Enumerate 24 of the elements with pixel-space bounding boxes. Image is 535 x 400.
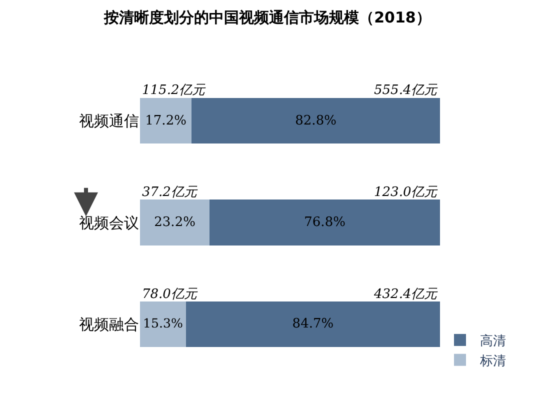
annotation: 115.2亿元 — [142, 83, 206, 98]
y-tick-label: 视频通信 — [79, 112, 139, 130]
annotation: 123.0亿元 — [374, 185, 438, 200]
y-tick-label: 视频会议 — [79, 214, 139, 232]
chart-title: 按清晰度划分的中国视频通信市场规模（2018） — [103, 8, 431, 26]
annotation: 37.2亿元 — [142, 185, 198, 200]
bar — [140, 200, 210, 246]
legend-label: 高清 — [480, 333, 506, 350]
annotation: 78.0亿元 — [142, 287, 198, 302]
annotation: 555.4亿元 — [374, 83, 438, 98]
y-tick-label: 视频融合 — [79, 315, 139, 334]
bar — [140, 301, 186, 348]
data-label: 15.3% — [143, 316, 183, 331]
legend-label: 标清 — [479, 354, 506, 369]
bar — [210, 200, 440, 246]
bar — [140, 98, 192, 144]
data-label: 17.2% — [145, 113, 186, 128]
data-label: 23.2% — [154, 215, 196, 230]
bar — [192, 98, 440, 144]
data-label: 82.8% — [295, 113, 336, 128]
data-label: 76.8% — [304, 215, 346, 230]
annotation: 432.4亿元 — [373, 287, 438, 302]
bar — [186, 301, 440, 348]
data-label: 84.7% — [292, 316, 334, 332]
